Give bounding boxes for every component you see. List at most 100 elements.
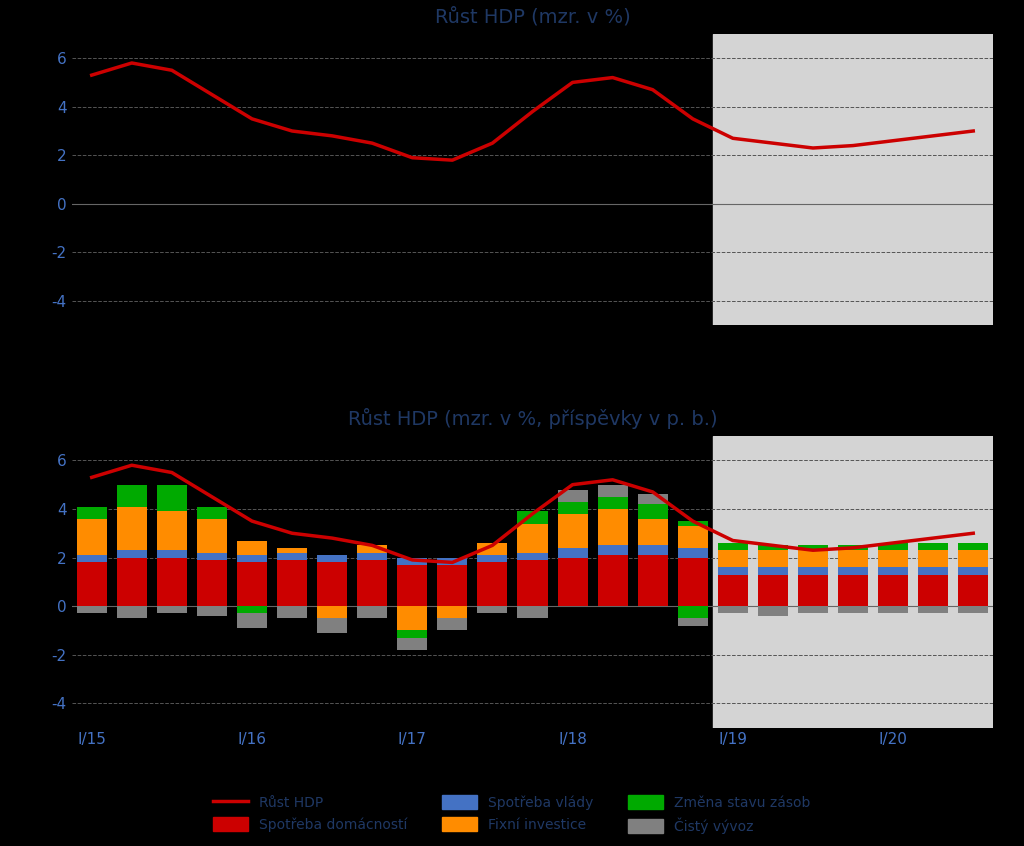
Bar <box>157 606 186 613</box>
Bar <box>758 574 787 606</box>
Bar <box>958 568 988 574</box>
Bar <box>517 552 548 560</box>
Legend: Růst HDP, Spotřeba domácností, Spotřeba vlády, Fixní investice, Změna stavu záso: Růst HDP, Spotřeba domácností, Spotřeba … <box>208 789 816 839</box>
Bar <box>758 550 787 568</box>
Bar <box>397 558 427 565</box>
Bar <box>638 519 668 546</box>
Bar <box>117 550 146 558</box>
Bar <box>878 543 908 550</box>
Bar <box>958 550 988 568</box>
Bar <box>718 543 748 550</box>
Bar <box>557 490 588 502</box>
Bar <box>157 558 186 606</box>
Bar <box>237 563 267 606</box>
Bar <box>278 552 307 560</box>
Bar <box>838 574 868 606</box>
Bar <box>958 543 988 550</box>
Bar <box>678 521 708 526</box>
Bar <box>678 526 708 548</box>
Bar <box>357 546 387 552</box>
Bar <box>237 613 267 628</box>
Bar <box>638 494 668 504</box>
Bar <box>117 558 146 606</box>
Bar <box>758 546 787 550</box>
Bar <box>477 543 508 555</box>
Bar <box>598 555 628 606</box>
Bar <box>718 550 748 568</box>
Bar <box>838 568 868 574</box>
Bar <box>397 606 427 630</box>
Bar <box>878 574 908 606</box>
Bar <box>878 550 908 568</box>
Bar <box>357 552 387 560</box>
Bar <box>798 568 828 574</box>
Bar <box>357 606 387 618</box>
Bar <box>798 550 828 568</box>
Bar <box>278 606 307 618</box>
Bar <box>77 606 106 613</box>
Bar <box>397 630 427 638</box>
Bar <box>798 606 828 613</box>
Bar <box>197 507 227 519</box>
Bar <box>958 574 988 606</box>
Bar <box>197 519 227 552</box>
Bar <box>437 565 467 606</box>
Title: Růst HDP (mzr. v %, příspěvky v p. b.): Růst HDP (mzr. v %, příspěvky v p. b.) <box>348 408 717 429</box>
Bar <box>397 638 427 650</box>
Bar <box>237 541 267 555</box>
Bar <box>838 606 868 613</box>
Bar <box>477 555 508 563</box>
Bar <box>919 574 948 606</box>
Bar <box>598 546 628 555</box>
Bar <box>317 555 347 563</box>
Bar <box>798 574 828 606</box>
Bar <box>77 563 106 606</box>
Bar <box>437 606 467 618</box>
Bar <box>638 546 668 555</box>
Bar <box>157 511 186 550</box>
Bar <box>713 436 993 728</box>
Bar <box>878 606 908 613</box>
Bar <box>638 555 668 606</box>
Bar <box>758 606 787 616</box>
Bar <box>397 565 427 606</box>
Bar <box>477 606 508 613</box>
Bar <box>557 514 588 548</box>
Bar <box>517 524 548 552</box>
Bar <box>77 555 106 563</box>
Bar <box>678 618 708 625</box>
Bar <box>117 507 146 550</box>
Bar <box>517 560 548 606</box>
Bar <box>357 560 387 606</box>
Bar <box>77 519 106 555</box>
Bar <box>919 543 948 550</box>
Bar <box>197 552 227 560</box>
Title: Růst HDP (mzr. v %): Růst HDP (mzr. v %) <box>434 8 631 27</box>
Bar <box>317 563 347 606</box>
Bar <box>713 34 993 326</box>
Bar <box>758 568 787 574</box>
Bar <box>638 504 668 519</box>
Bar <box>678 558 708 606</box>
Bar <box>117 485 146 507</box>
Bar <box>919 550 948 568</box>
Bar <box>718 606 748 613</box>
Bar <box>477 563 508 606</box>
Bar <box>718 574 748 606</box>
Bar <box>958 606 988 613</box>
Bar <box>157 485 186 511</box>
Bar <box>437 558 467 565</box>
Bar <box>197 560 227 606</box>
Bar <box>557 502 588 514</box>
Bar <box>557 558 588 606</box>
Bar <box>517 511 548 524</box>
Bar <box>237 555 267 563</box>
Bar <box>317 606 347 618</box>
Bar <box>678 548 708 558</box>
Bar <box>517 606 548 618</box>
Bar <box>317 618 347 633</box>
Bar <box>598 509 628 546</box>
Bar <box>77 507 106 519</box>
Bar <box>278 560 307 606</box>
Bar <box>598 485 628 497</box>
